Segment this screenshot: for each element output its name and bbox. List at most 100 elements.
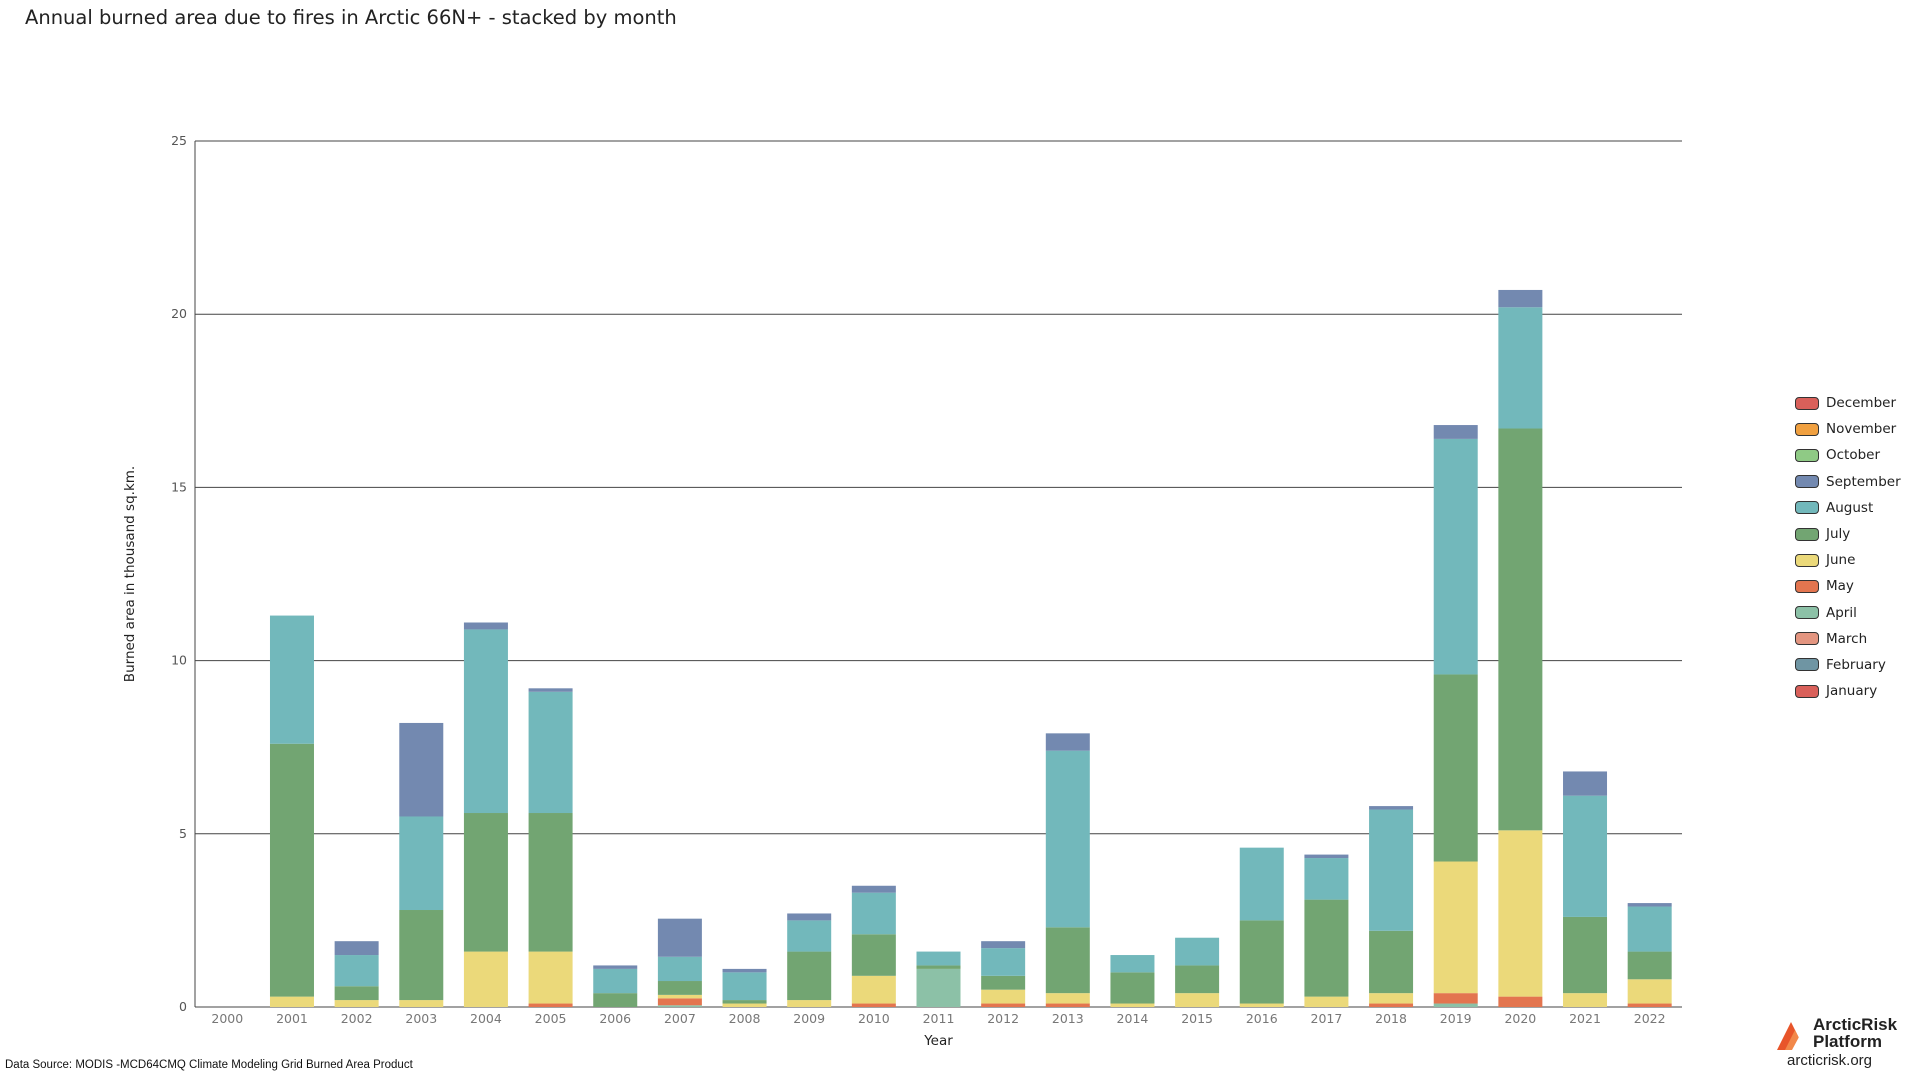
y-axis-label: Burned area in thousand sq.km. bbox=[122, 466, 138, 682]
bar-segment-may bbox=[528, 1003, 573, 1007]
y-tick-label: 15 bbox=[171, 479, 187, 494]
legend-swatch bbox=[1795, 632, 1819, 646]
legend-item-october[interactable]: October bbox=[1795, 442, 1901, 468]
legend-item-march[interactable]: March bbox=[1795, 626, 1901, 652]
bar-segment-september bbox=[1369, 806, 1414, 810]
bar-segment-july bbox=[787, 951, 832, 1001]
bar-segment-september bbox=[463, 622, 508, 630]
bar-segment-september bbox=[981, 941, 1026, 949]
bar-segment-august bbox=[1433, 438, 1478, 675]
bar-segment-june bbox=[851, 975, 896, 1004]
bar-segment-august bbox=[269, 615, 314, 744]
bar-segment-may bbox=[657, 998, 702, 1006]
arcticrisk-logo[interactable]: ArcticRisk Platform arcticrisk.org bbox=[1775, 1014, 1905, 1074]
bar-segment-september bbox=[1045, 733, 1090, 751]
legend-item-february[interactable]: February bbox=[1795, 652, 1901, 678]
bar-segment-june bbox=[334, 1000, 379, 1007]
x-tick-label: 2011 bbox=[923, 1011, 955, 1026]
legend-label: December bbox=[1826, 395, 1897, 412]
legend-item-may[interactable]: May bbox=[1795, 573, 1901, 599]
legend-item-december[interactable]: December bbox=[1795, 390, 1901, 416]
bar-segment-may bbox=[1498, 996, 1543, 1007]
bar-segment-june bbox=[1433, 861, 1478, 994]
legend: December November October September August Ju… bbox=[1795, 390, 1901, 704]
y-tick-label: 0 bbox=[179, 999, 187, 1014]
bar-segment-september bbox=[1498, 289, 1543, 308]
bar-segment-june bbox=[1369, 993, 1414, 1004]
bar-segment-september bbox=[593, 965, 638, 969]
arcticrisk-logo-icon bbox=[1777, 1022, 1806, 1050]
bar-segment-june bbox=[269, 996, 314, 1007]
x-tick-label: 2008 bbox=[729, 1011, 761, 1026]
legend-item-august[interactable]: August bbox=[1795, 495, 1901, 521]
bar-segment-september bbox=[334, 941, 379, 956]
x-tick-label: 2009 bbox=[793, 1011, 825, 1026]
x-tick-label: 2021 bbox=[1569, 1011, 1601, 1026]
bar-segment-june bbox=[399, 1000, 444, 1007]
logo-url[interactable]: arcticrisk.org bbox=[1787, 1052, 1873, 1069]
legend-item-november[interactable]: November bbox=[1795, 416, 1901, 442]
y-tick-label: 25 bbox=[171, 133, 187, 148]
bar-segment-june bbox=[1045, 993, 1090, 1004]
bar-segment-june bbox=[463, 951, 508, 1007]
bar-segment-august bbox=[1498, 307, 1543, 429]
bar-segment-july bbox=[916, 965, 961, 969]
x-tick-label: 2000 bbox=[211, 1011, 243, 1026]
legend-swatch bbox=[1795, 396, 1819, 410]
bar-segment-september bbox=[787, 913, 832, 921]
bar-segment-september bbox=[657, 918, 702, 957]
bar-segment-june bbox=[1175, 993, 1220, 1007]
legend-item-april[interactable]: April bbox=[1795, 600, 1901, 626]
legend-swatch bbox=[1795, 579, 1819, 593]
x-tick-label: 2015 bbox=[1181, 1011, 1213, 1026]
bar-segment-august bbox=[1563, 795, 1608, 917]
bar-segment-august bbox=[1369, 809, 1414, 931]
x-tick-label: 2013 bbox=[1052, 1011, 1084, 1026]
legend-item-june[interactable]: June bbox=[1795, 547, 1901, 573]
y-tick-label: 5 bbox=[179, 826, 187, 841]
legend-label: November bbox=[1826, 421, 1897, 438]
bar-segment-july bbox=[1369, 930, 1414, 994]
bar-segment-july bbox=[1175, 965, 1220, 994]
legend-item-september[interactable]: September bbox=[1795, 469, 1901, 495]
bar-segment-september bbox=[851, 885, 896, 893]
bar-segment-june bbox=[1563, 993, 1608, 1007]
legend-label: May bbox=[1826, 578, 1854, 595]
bar-segment-may bbox=[1369, 1003, 1414, 1007]
legend-label: January bbox=[1826, 683, 1878, 700]
bar-segment-august bbox=[981, 948, 1026, 976]
bar-segment-august bbox=[334, 955, 379, 987]
bar-segment-june bbox=[1239, 1003, 1284, 1007]
data-source-note: Data Source: MODIS -MCD64CMQ Climate Mod… bbox=[5, 1059, 413, 1071]
bar-segment-april bbox=[657, 1005, 702, 1007]
bar-segment-september bbox=[1304, 854, 1349, 859]
bar-segment-august bbox=[1045, 750, 1090, 928]
legend-swatch bbox=[1795, 475, 1819, 489]
legend-label: June bbox=[1826, 552, 1856, 569]
bar-segment-august bbox=[1175, 937, 1220, 966]
legend-item-january[interactable]: January bbox=[1795, 678, 1901, 704]
bar-segment-may bbox=[1627, 1003, 1672, 1007]
legend-item-july[interactable]: July bbox=[1795, 521, 1901, 547]
bar-segment-july bbox=[981, 975, 1026, 990]
x-tick-label: 2005 bbox=[535, 1011, 567, 1026]
bar-segment-may bbox=[1433, 993, 1478, 1004]
bar-segment-june bbox=[722, 1003, 767, 1007]
bar-segment-july bbox=[463, 813, 508, 952]
bar-segment-september bbox=[399, 722, 444, 817]
x-tick-label: 2019 bbox=[1440, 1011, 1472, 1026]
bar-segment-june bbox=[1627, 979, 1672, 1004]
bar-segment-june bbox=[1498, 830, 1543, 997]
legend-swatch bbox=[1795, 448, 1819, 462]
x-axis-label: Year bbox=[923, 1033, 953, 1049]
x-tick-label: 2001 bbox=[276, 1011, 308, 1026]
bar-segment-april bbox=[1433, 1003, 1478, 1007]
legend-label: July bbox=[1826, 526, 1851, 543]
bar-segment-september bbox=[528, 688, 573, 692]
x-tick-label: 2017 bbox=[1311, 1011, 1343, 1026]
bar-segment-may bbox=[1045, 1003, 1090, 1007]
logo-name: ArcticRisk Platform bbox=[1813, 1016, 1897, 1050]
legend-swatch bbox=[1795, 684, 1819, 698]
bar-segment-july bbox=[1304, 899, 1349, 997]
